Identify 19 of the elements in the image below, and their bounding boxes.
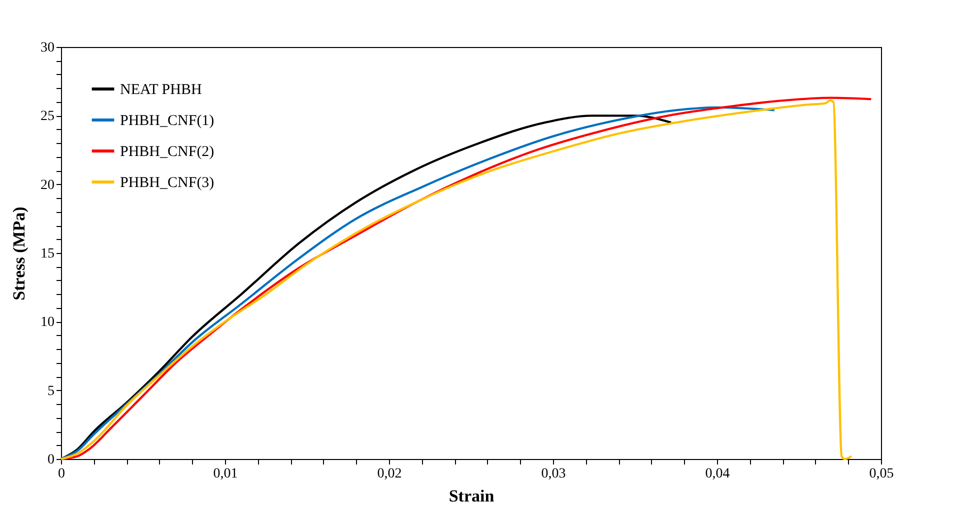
legend-label: PHBH_CNF(1) — [120, 113, 214, 129]
x-tick-label: 0,03 — [541, 466, 566, 482]
y-tick-label: 5 — [48, 384, 54, 399]
legend-label: NEAT PHBH — [120, 82, 202, 98]
x-tick-label: 0,04 — [705, 466, 730, 482]
y-tick-label: 20 — [40, 178, 54, 193]
legend-label: PHBH_CNF(3) — [120, 175, 214, 191]
x-tick-label: 0,05 — [869, 466, 894, 482]
x-tick-label: 0 — [58, 466, 65, 482]
y-tick-label: 30 — [40, 40, 54, 56]
x-axis-title: Strain — [448, 486, 495, 506]
x-tick-label: 0,01 — [213, 466, 238, 482]
y-tick-label: 0 — [48, 452, 54, 468]
legend-label: PHBH_CNF(2) — [120, 144, 214, 160]
y-axis-title: Stress (MPa) — [10, 206, 28, 300]
x-tick-label: 0,02 — [377, 466, 402, 482]
y-tick-label: 10 — [40, 315, 54, 330]
y-tick-label: 15 — [40, 246, 54, 262]
y-tick-label: 25 — [40, 109, 54, 124]
